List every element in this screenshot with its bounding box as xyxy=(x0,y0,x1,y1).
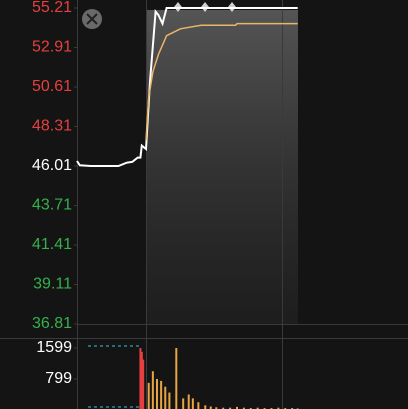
volume-bar xyxy=(147,382,150,409)
volume-bar xyxy=(168,392,171,409)
volume-bar xyxy=(151,371,154,409)
volume-bar xyxy=(182,398,185,409)
volume-bar xyxy=(164,386,167,409)
volume-bar xyxy=(142,359,145,409)
y-tick-label: 46.01 xyxy=(32,157,72,174)
y-tick-label: 43.71 xyxy=(32,197,72,214)
price-line xyxy=(145,22,298,141)
y-tick-label: 55.21 xyxy=(32,0,72,16)
volume-bar xyxy=(229,407,232,409)
y-tick-label: 39.11 xyxy=(33,276,72,293)
volume-bar xyxy=(197,402,200,409)
y-tick-label: 799 xyxy=(45,370,72,387)
y-tick-label: 52.91 xyxy=(32,39,72,56)
volume-bar xyxy=(222,407,225,409)
y-tick-label: 50.61 xyxy=(32,78,72,95)
y-tick-label: 1599 xyxy=(36,339,72,356)
volume-bar xyxy=(160,380,163,409)
volume-bar xyxy=(215,407,218,409)
volume-bar xyxy=(175,348,178,409)
volume-bar xyxy=(256,407,259,409)
price-line xyxy=(76,7,298,167)
volume-bar xyxy=(139,348,142,409)
y-tick-label: 48.31 xyxy=(32,118,72,135)
volume-bar xyxy=(277,407,280,409)
close-button[interactable] xyxy=(82,9,102,29)
volume-bar xyxy=(140,351,143,409)
close-icon[interactable] xyxy=(86,13,98,25)
volume-bar xyxy=(235,406,238,409)
volume-bar xyxy=(187,394,190,409)
range-shade xyxy=(146,10,298,324)
volume-bar xyxy=(209,406,212,409)
y-tick-label: 41.41 xyxy=(32,236,72,253)
volume-bar xyxy=(191,398,194,409)
y-tick-label: 36.81 xyxy=(32,315,72,332)
volume-bar xyxy=(242,407,245,409)
volume-bar xyxy=(155,378,158,409)
volume-bar xyxy=(204,405,207,409)
